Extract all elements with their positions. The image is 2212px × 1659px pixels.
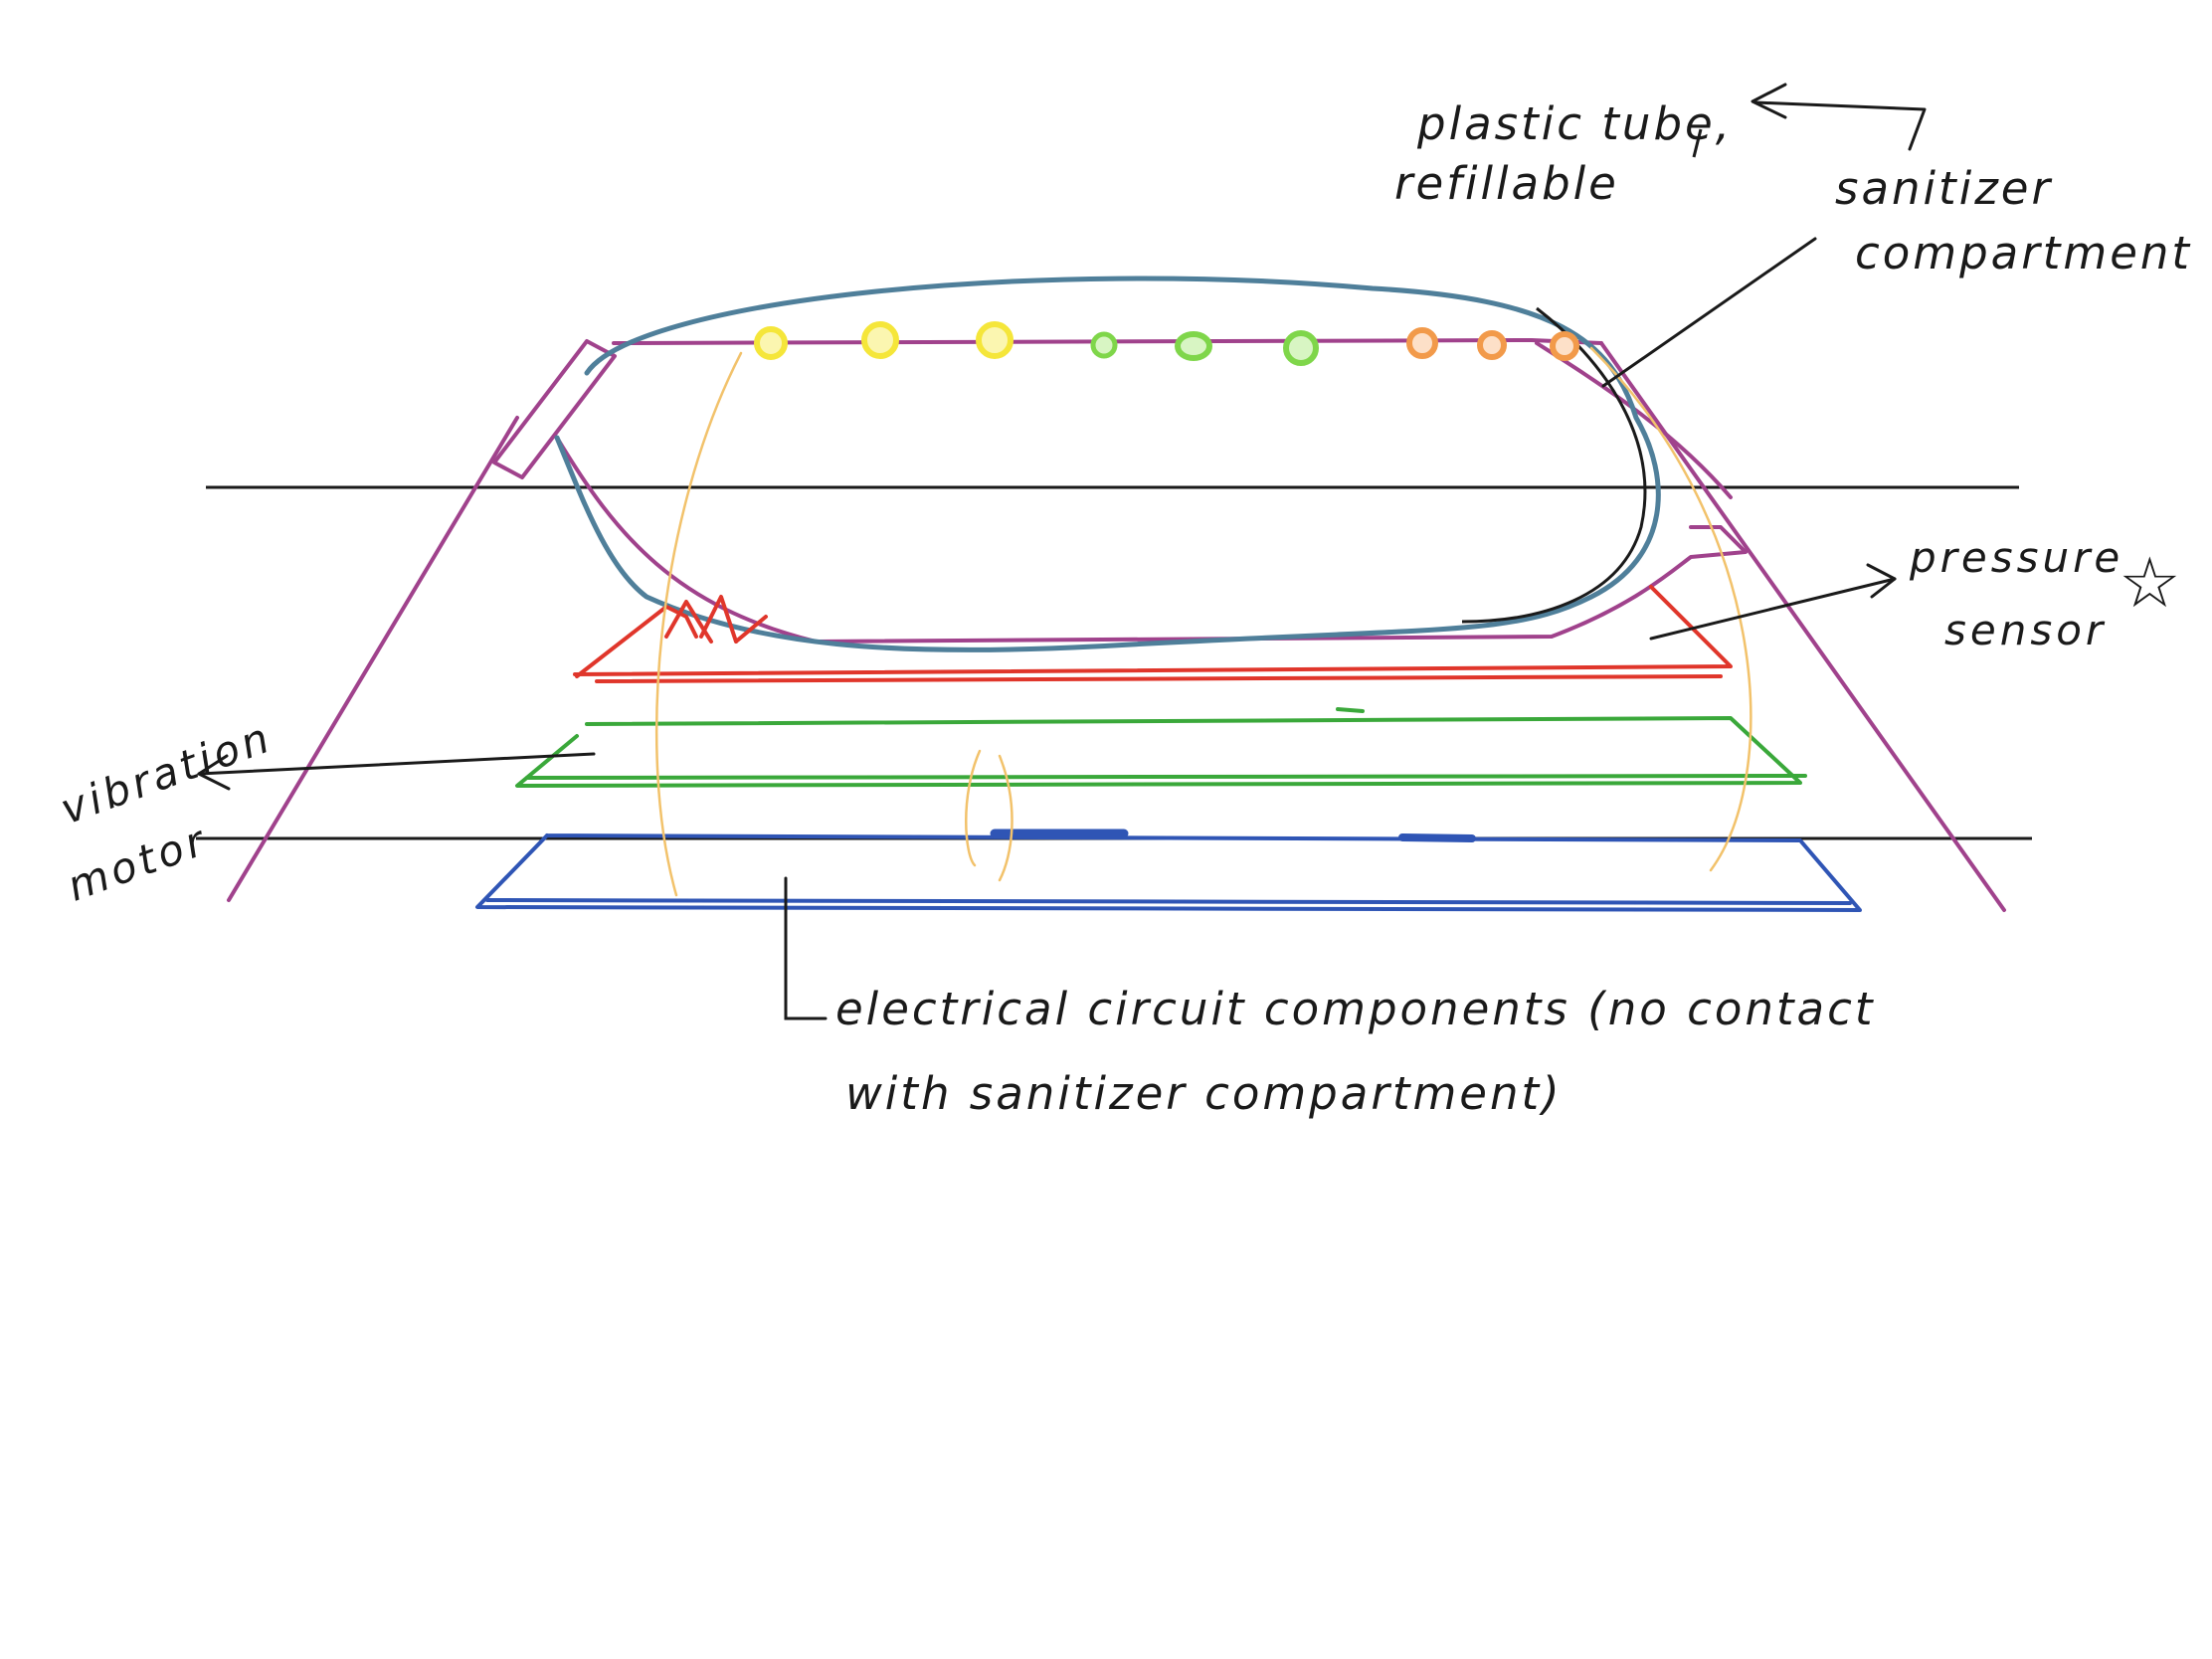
led-strip [754,321,1579,366]
arrow-to-vibration-motor [197,752,596,791]
led-green-1 [1090,331,1118,359]
sanitizer-compartment-outline [554,276,1661,652]
internal-wiring [654,346,1752,897]
label-plastic-tube-line2: refillable [1394,157,1619,210]
label-plastic-tube-line1: plastic tube, [1416,97,1733,150]
plastic-tube-divider [1692,128,1703,158]
led-orange-3 [1550,331,1579,361]
pressure-sensor-layer [573,585,1733,683]
pressure-star-icon: ☆ [2119,542,2181,624]
vibration-label-group: vibration motor [54,712,278,911]
label-pressure-line2: sensor [1944,606,2107,654]
led-orange-2 [1477,330,1507,360]
led-orange-1 [1406,327,1438,359]
circuit-leader-line [784,876,828,1020]
outer-shell [227,338,2006,912]
label-vibration-line1: vibration [54,712,278,833]
sanitizer-leader-line [1601,237,1817,388]
led-yellow-3 [976,321,1014,359]
led-green-2 [1175,331,1212,361]
label-sanitizer-line2: compartment [1855,227,2192,279]
label-electrical-line1: electrical circuit components (no contac… [835,983,1875,1035]
led-yellow-2 [861,321,899,359]
sanitizer-inner-edge [1461,306,1647,624]
label-electrical-line2: with sanitizer compartment) [845,1067,1563,1120]
arrow-to-pressure-sensor [1649,563,1897,641]
vibration-motor-layer [515,707,1807,788]
arrow-to-plastic-tube [1751,83,1927,151]
label-vibration-line2: motor [61,816,214,911]
circuit-layer [475,829,1862,912]
led-green-3 [1283,330,1319,366]
label-sanitizer-line1: sanitizer [1835,162,2053,215]
label-pressure-line1: pressure [1909,533,2123,582]
led-yellow-1 [754,326,788,360]
